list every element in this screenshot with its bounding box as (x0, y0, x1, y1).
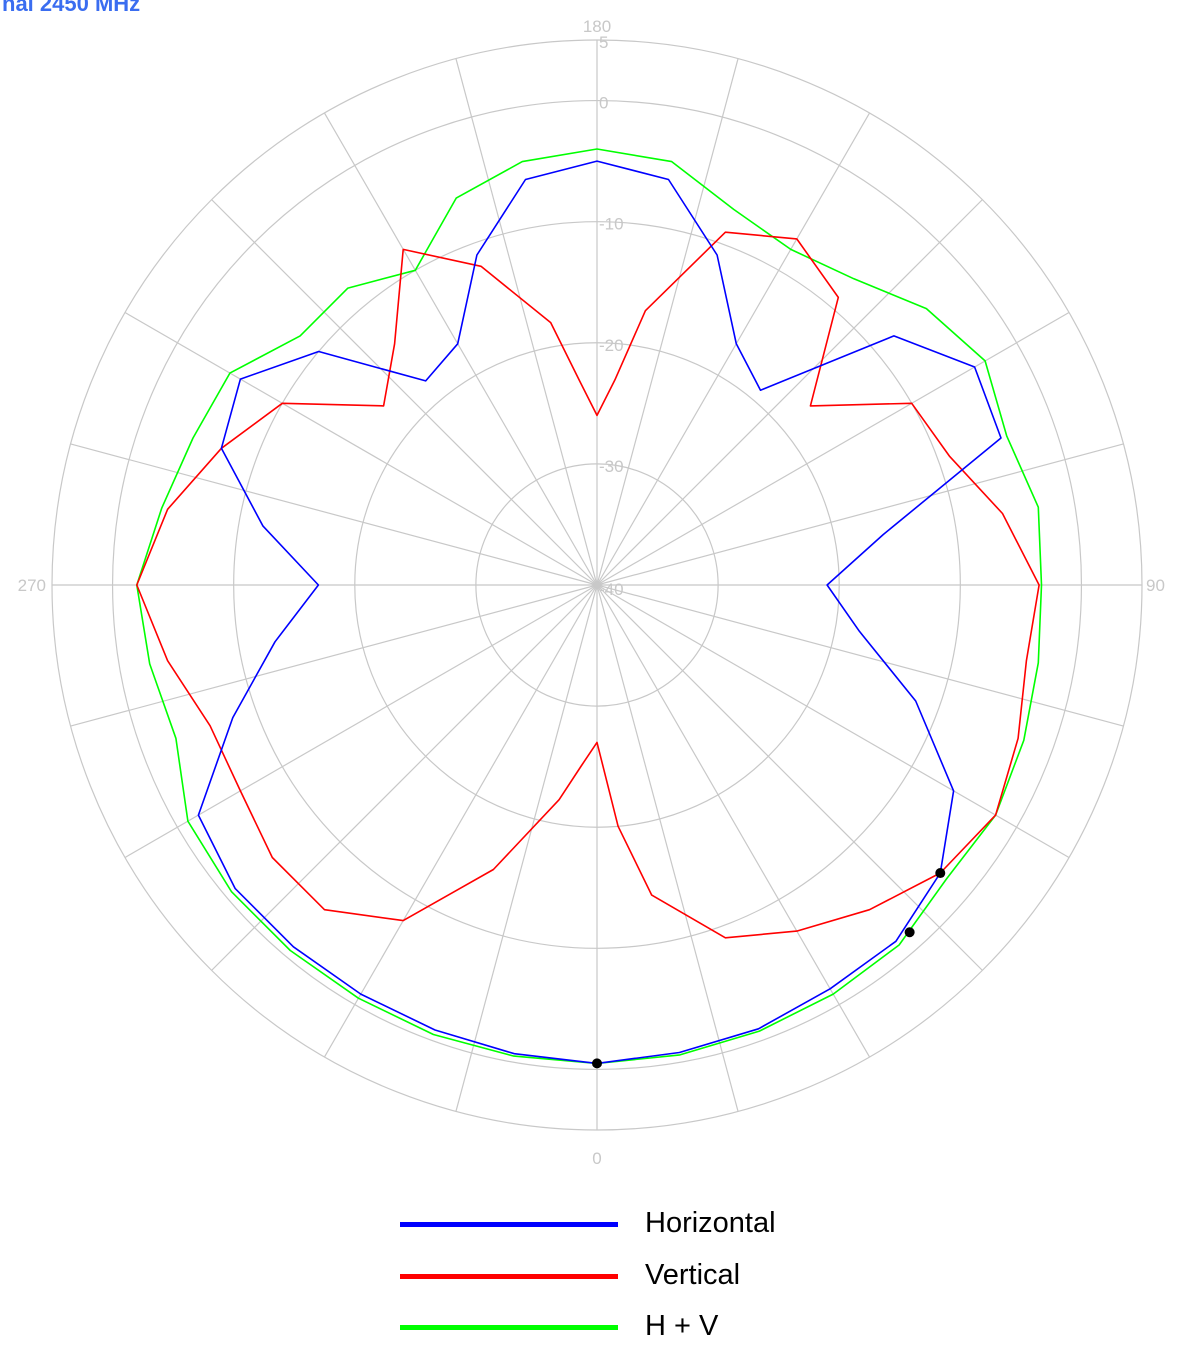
series-line-vertical (136, 231, 1040, 939)
grid-spoke (211, 199, 598, 586)
legend-label-h-plus-v: H + V (645, 1310, 719, 1342)
legend-label-horizontal: Horizontal (645, 1207, 776, 1239)
grid-spoke (596, 584, 739, 1112)
marker-point (592, 1058, 602, 1069)
grid-spoke (455, 584, 598, 1112)
legend-item-horizontal: Horizontal (400, 1205, 900, 1245)
grid-ring (233, 221, 961, 949)
legend-line-h-plus-v (400, 1325, 618, 1330)
legend-item-h-plus-v: H + V (400, 1308, 900, 1348)
grid-ring (111, 99, 1083, 1071)
grid-spoke (596, 311, 1070, 586)
grid-spoke (124, 584, 598, 859)
grid-spoke (211, 584, 598, 971)
grid-spoke (596, 584, 1070, 859)
angle-tick-label: 0 (592, 1149, 601, 1168)
polar-chart: 5 0 -10 -20 -30 -40 0 90 180 270 (18, 17, 1165, 1168)
legend-line-vertical (400, 1274, 618, 1279)
grid-spoke (124, 311, 598, 586)
grid-spoke (596, 112, 871, 586)
grid-ring (51, 39, 1143, 1131)
angle-tick-label: 90 (1146, 576, 1165, 595)
chart-title: nal 2450 MHz (2, 0, 141, 16)
radial-tick-label: 0 (599, 94, 608, 113)
grid-ring (475, 463, 719, 707)
legend-line-horizontal (400, 1222, 618, 1227)
angle-tick-label: 270 (18, 576, 46, 595)
radial-tick-label: -10 (599, 215, 624, 234)
grid-spoke (70, 584, 598, 727)
grid-spoke (70, 443, 598, 586)
grid-spoke (323, 584, 598, 1058)
grid-spoke (455, 58, 598, 586)
legend-label-vertical: Vertical (645, 1259, 741, 1291)
radial-tick-label: -20 (599, 336, 624, 355)
grid-spoke (596, 584, 871, 1058)
grid-spoke (596, 443, 1124, 586)
series-line-horizontal (197, 160, 1002, 1065)
grid-spoke (596, 584, 983, 971)
radial-tick-label: 5 (599, 33, 608, 52)
grid-spoke (596, 199, 983, 586)
marker-point (904, 927, 915, 938)
radial-tick-label: -30 (599, 457, 624, 476)
angle-tick-label: 180 (583, 17, 611, 36)
grid-spoke (596, 584, 1124, 727)
grid-spoke (596, 58, 739, 586)
grid-ring (354, 342, 840, 828)
grid-spoke (323, 112, 598, 586)
marker-point (935, 868, 946, 879)
legend-item-vertical: Vertical (400, 1257, 900, 1297)
radial-tick-label: -40 (599, 580, 624, 599)
